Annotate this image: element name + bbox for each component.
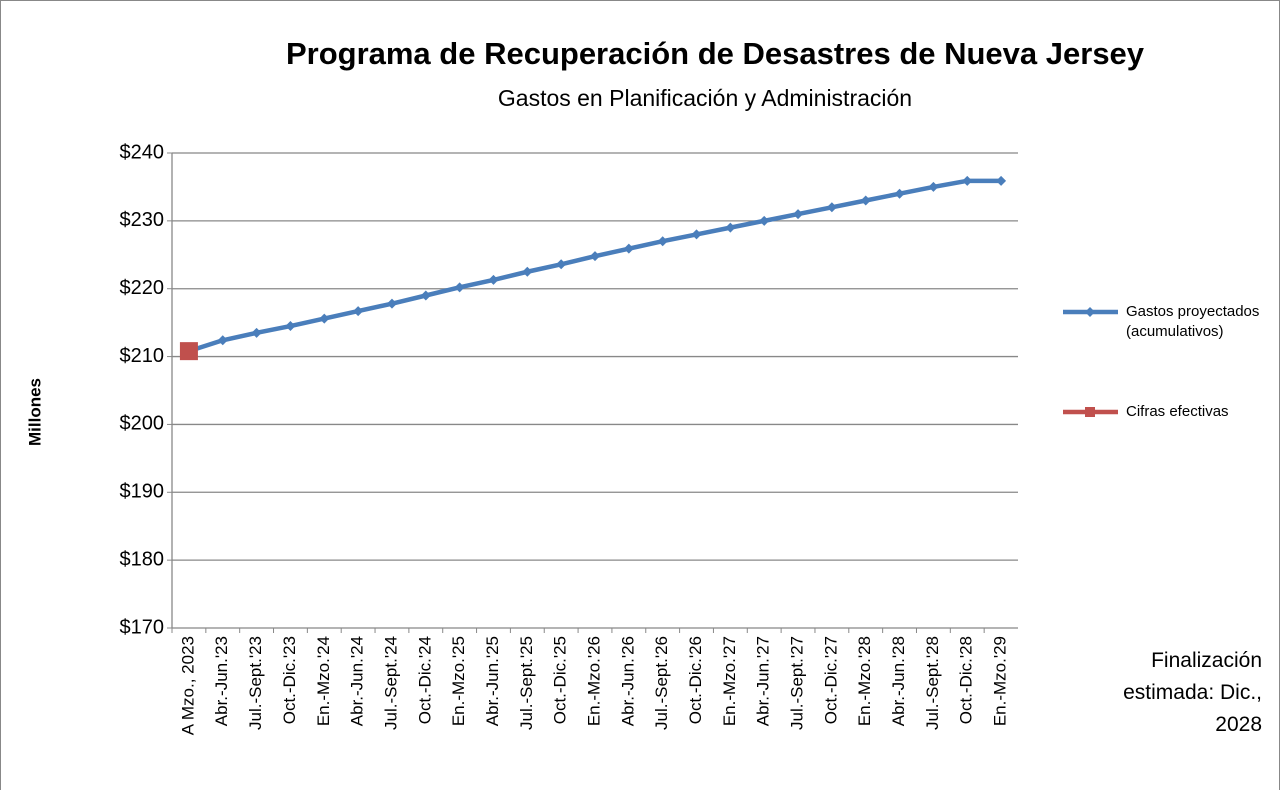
y-tick-label: $200 [120,413,165,435]
marker [386,298,397,309]
y-tick-label: $170 [120,616,165,638]
marker [725,222,736,233]
marker [962,175,973,186]
marker [522,266,533,277]
marker [251,327,262,338]
x-tick-label: Abr.-Jun.'23 [212,636,231,726]
x-tick-label: Oct.-Dic.'23 [280,636,299,724]
x-tick-label: Jul.-Sept.'24 [381,636,400,730]
marker [623,243,634,254]
marker [759,215,770,226]
y-axis-label: Millones [25,378,44,446]
legend-label: Gastos proyectados (acumulativos) [1126,303,1260,340]
x-tick-label: Abr.-Jun.'26 [618,636,637,726]
x-tick-label: A Mzo., 2023 [178,636,197,735]
marker [179,342,198,361]
x-tick-label: Jul.-Sept.'25 [517,636,536,730]
x-tick-label: En.-Mzo.'29 [991,636,1010,726]
x-tick-label: Abr.-Jun.'27 [754,636,773,726]
x-tick-label: Abr.-Jun.'24 [348,636,367,726]
marker [996,175,1007,186]
marker [353,306,364,317]
y-tick-label: $220 [120,277,165,299]
marker [285,321,296,332]
annotation: Finalización estimada: Dic., 2028 [1123,649,1262,736]
x-tick-label: Oct.-Dic.'28 [957,636,976,724]
chart-title: Programa de Recuperación de Desastres de… [286,36,1145,71]
x-tick-label: En.-Mzo.'24 [314,636,333,726]
legend-marker [1085,307,1095,317]
x-tick-label: Abr.-Jun.'25 [483,636,502,726]
x-tick-label: En.-Mzo.'27 [720,636,739,726]
marker [657,236,668,247]
marker [860,195,871,206]
marker [826,202,837,213]
marker [928,181,939,192]
marker [691,229,702,240]
y-tick-label: $180 [120,548,165,570]
marker [488,274,499,285]
x-tick-label: Oct.-Dic.'27 [821,636,840,724]
x-tick-label: En.-Mzo.'26 [584,636,603,726]
x-tick-label: Oct.-Dic.'25 [551,636,570,724]
series-line [188,178,1002,354]
x-tick-label: Oct.-Dic.'24 [415,636,434,724]
marker [319,313,330,324]
marker [420,290,431,301]
x-tick-label: En.-Mzo.'28 [855,636,874,726]
y-tick-label: $190 [120,481,165,503]
y-tick-label: $230 [120,209,165,231]
x-tick-label: Jul.-Sept.'26 [652,636,671,730]
y-tick-label: $240 [120,141,165,163]
legend-marker [1085,407,1095,417]
marker [894,188,905,199]
y-tick-label: $210 [120,345,165,367]
marker [217,335,228,346]
marker [793,209,804,220]
x-tick-label: Jul.-Sept.'28 [923,636,942,730]
marker [590,251,600,262]
x-tick-label: Jul.-Sept.'27 [788,636,807,730]
marker [556,259,567,270]
marker [454,282,465,293]
x-tick-label: En.-Mzo.'25 [449,636,468,726]
x-tick-label: Oct.-Dic.'26 [686,636,705,724]
x-tick-label: Jul.-Sept.'23 [246,636,265,730]
x-tick-label: Abr.-Jun.'28 [889,636,908,726]
chart-subtitle: Gastos en Planificación y Administración [498,85,912,111]
legend-label: Cifras efectivas [1126,403,1229,420]
